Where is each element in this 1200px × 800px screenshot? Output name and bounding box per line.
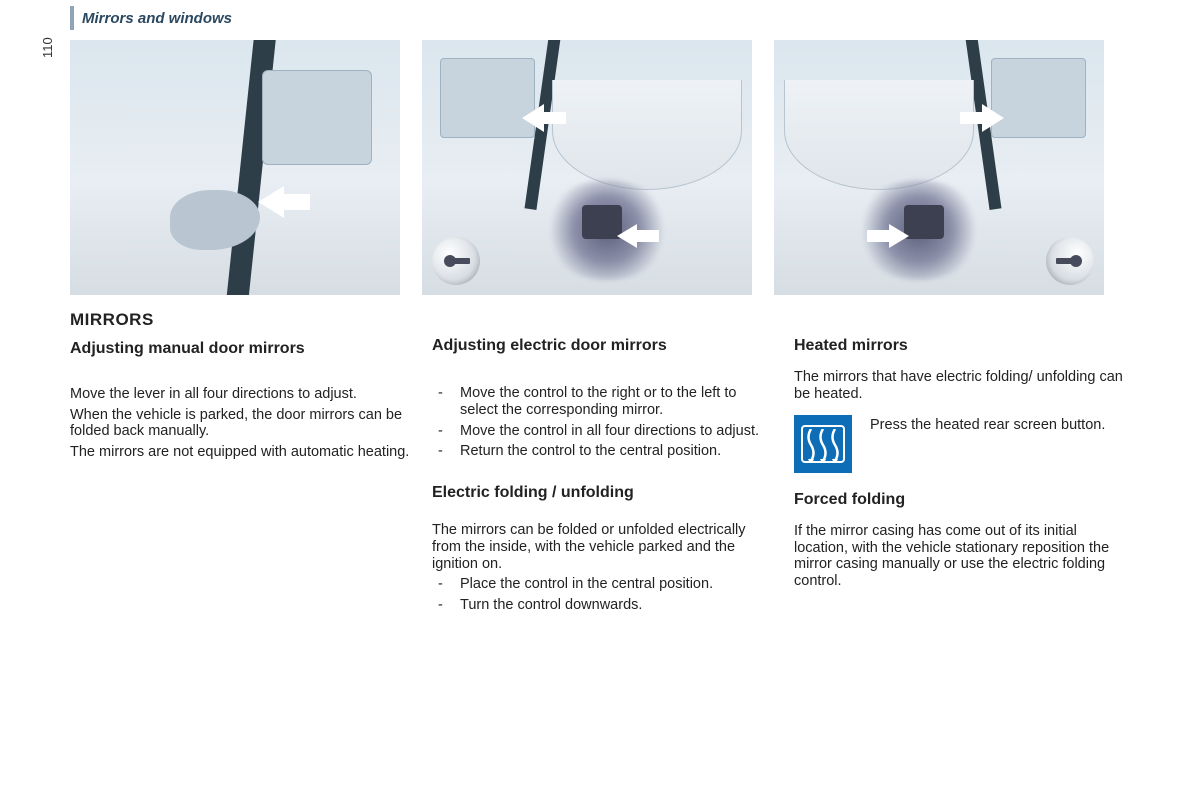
paragraph: Move the lever in all four directions to… xyxy=(70,386,410,403)
paragraph: The mirrors can be folded or unfolded el… xyxy=(432,522,772,572)
illustration-row xyxy=(70,40,1136,295)
illustration-electric-mirror-left xyxy=(422,40,752,295)
list-item: Move the control in all four directions … xyxy=(432,423,772,440)
column-left: MIRRORS Adjusting manual door mirrors Mo… xyxy=(70,310,410,618)
heading-manual-mirrors: Adjusting manual door mirrors xyxy=(70,340,410,358)
list-item: Return the control to the central positi… xyxy=(432,443,772,460)
accent-bar xyxy=(70,6,74,30)
illustration-electric-mirror-right xyxy=(774,40,1104,295)
column-middle: Adjusting electric door mirrors Move the… xyxy=(432,310,772,618)
text-columns: MIRRORS Adjusting manual door mirrors Mo… xyxy=(70,310,1136,618)
paragraph: The mirrors that have electric folding/ … xyxy=(794,369,1134,402)
arrow-icon xyxy=(522,100,572,140)
heading-electric-folding: Electric folding / unfolding xyxy=(432,484,772,502)
icon-caption: Press the heated rear screen button. xyxy=(870,417,1105,434)
list-item: Move the control to the right or to the … xyxy=(432,385,772,418)
heading-mirrors: MIRRORS xyxy=(70,310,410,330)
heated-rear-screen-icon xyxy=(794,415,852,473)
bullet-list: Place the control in the central positio… xyxy=(432,576,772,613)
paragraph: When the vehicle is parked, the door mir… xyxy=(70,407,410,440)
bullet-list: Move the control to the right or to the … xyxy=(432,385,772,460)
page-number: 110 xyxy=(40,37,55,58)
column-right: Heated mirrors The mirrors that have ele… xyxy=(794,310,1134,618)
paragraph: If the mirror casing has come out of its… xyxy=(794,523,1134,590)
list-item: Turn the control downwards. xyxy=(432,597,772,614)
arrow-icon xyxy=(617,220,667,256)
illustration-manual-mirror xyxy=(70,40,400,295)
section-title: Mirrors and windows xyxy=(82,10,232,27)
list-item: Place the control in the central positio… xyxy=(432,576,772,593)
heading-forced-folding: Forced folding xyxy=(794,491,1134,509)
key-badge-icon xyxy=(432,237,480,285)
heading-heated-mirrors: Heated mirrors xyxy=(794,337,1134,355)
heading-electric-mirrors: Adjusting electric door mirrors xyxy=(432,337,772,355)
paragraph: The mirrors are not equipped with automa… xyxy=(70,444,410,461)
arrow-icon xyxy=(258,180,318,230)
key-badge-icon xyxy=(1046,237,1094,285)
